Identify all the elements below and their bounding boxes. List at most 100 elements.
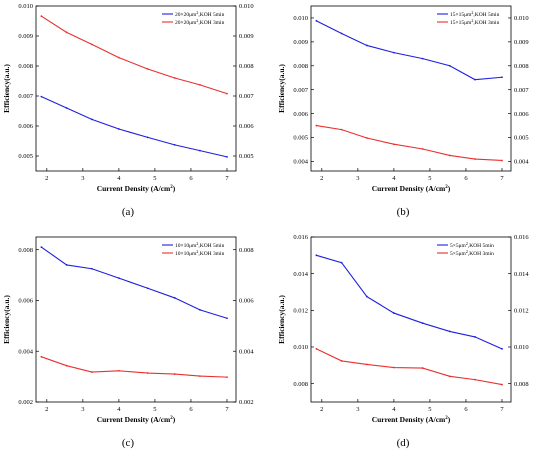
y-tick-label-right: 0.010: [514, 344, 529, 351]
data-point-0: [117, 128, 120, 130]
x-tick-label: 4: [392, 175, 396, 182]
series-line-1: [41, 356, 228, 378]
y-tick-label-left: 0.005: [18, 153, 33, 160]
y-tick-label-right: 0.007: [239, 93, 254, 100]
y-tick-label-left: 0.010: [293, 15, 308, 22]
series-line-0: [316, 254, 503, 350]
y-tick-label-right: 0.006: [239, 123, 254, 130]
x-tick-label: 3: [356, 175, 359, 182]
y-tick-label-left: 0.010: [18, 3, 33, 10]
legend-box: [160, 240, 232, 257]
data-point-1: [117, 56, 120, 59]
x-tick-label: 2: [45, 406, 48, 413]
legend-box: [435, 9, 507, 26]
data-point-1: [173, 77, 176, 79]
y-tick-label-left: 0.012: [293, 308, 308, 315]
panel-caption: (c): [122, 437, 135, 449]
data-point-0: [173, 297, 176, 299]
data-point-0: [501, 347, 503, 350]
chart-panel-a: 2 3 4 5 6 7 0.005 0.005 0.006 0.006 0.007 0.007 0.00…: [0, 0, 275, 231]
y-tick-label-left: 0.004: [293, 159, 308, 166]
x-tick-label: 7: [225, 175, 229, 182]
data-point-0: [501, 76, 503, 79]
y-tick-label-left: 0.007: [293, 87, 308, 94]
x-tick-label: 6: [189, 175, 193, 182]
x-tick-label: 7: [500, 406, 504, 413]
legend-box: [160, 9, 232, 26]
y-tick-label-right: 0.006: [239, 298, 254, 305]
data-point-1: [365, 363, 368, 366]
data-point-1: [40, 355, 43, 358]
y-tick-label-left: 0.016: [293, 234, 308, 241]
y-axis-label: Efficiency(a.u.): [277, 295, 286, 344]
legend-label: 15×15μm2,KOH 3min: [450, 18, 500, 26]
data-point-1: [501, 383, 503, 386]
data-point-0: [421, 57, 424, 60]
y-axis-label: Efficiency(a.u.): [2, 295, 11, 344]
data-point-0: [315, 254, 318, 257]
data-point-1: [448, 154, 451, 157]
chart-svg: 2 3 4 5 6 7 0.008 0.008 0.010 0.010 0.012 0.012 0.01…: [277, 234, 529, 449]
y-tick-label-right: 0.012: [514, 308, 529, 315]
plot-frame: [35, 5, 237, 172]
y-tick-label-left: 0.009: [293, 39, 308, 46]
x-tick-label: 4: [117, 406, 121, 413]
data-point-0: [315, 19, 318, 22]
x-axis-label: Current Density (A/cm2): [372, 415, 451, 424]
data-point-0: [40, 95, 43, 98]
x-tick-label: 2: [320, 406, 323, 413]
data-point-0: [365, 44, 368, 47]
y-tick-label-right: 0.009: [514, 39, 529, 46]
data-point-0: [365, 295, 368, 298]
x-axis-label: Current Density (A/cm2): [97, 184, 176, 193]
legend-label: 5×5μm2,KOH 3min: [450, 249, 494, 257]
y-tick-label-right: 0.004: [514, 159, 529, 166]
x-tick-label: 7: [225, 406, 229, 413]
data-point-1: [199, 375, 201, 378]
y-axis-label: Efficiency(a.u.): [2, 64, 11, 113]
y-tick-label-right: 0.005: [514, 135, 529, 142]
x-axis-label: Current Density (A/cm2): [372, 184, 451, 193]
data-point-0: [226, 317, 228, 320]
y-tick-label-left: 0.006: [18, 298, 33, 305]
data-point-1: [199, 84, 201, 86]
chart-panel-b: 2 3 4 5 6 7 0.004 0.004 0.005 0.005 0.006 0.006 0.00…: [275, 0, 550, 231]
data-point-0: [421, 322, 424, 325]
data-point-0: [474, 78, 476, 81]
data-point-1: [40, 15, 43, 18]
y-tick-label-left: 0.006: [18, 123, 33, 130]
y-tick-label-left: 0.008: [293, 63, 308, 70]
data-point-1: [65, 31, 68, 34]
y-tick-label-left: 0.002: [18, 399, 33, 406]
data-point-0: [117, 277, 120, 280]
data-point-1: [421, 367, 424, 369]
y-axis-label: Efficiency(a.u.): [277, 64, 286, 113]
x-tick-label: 6: [464, 406, 468, 413]
y-tick-label-right: 0.008: [514, 381, 529, 388]
x-tick-label: 5: [153, 175, 156, 182]
data-point-1: [226, 376, 228, 379]
x-axis-label: Current Density (A/cm2): [97, 415, 176, 424]
data-point-1: [421, 148, 424, 150]
chart-panel-d: 2 3 4 5 6 7 0.008 0.008 0.010 0.010 0.012 0.012 0.01…: [275, 231, 550, 462]
y-tick-label-right: 0.008: [239, 247, 254, 254]
series-line-1: [316, 348, 503, 386]
data-point-0: [146, 287, 149, 290]
x-tick-label: 2: [45, 175, 48, 182]
x-tick-label: 3: [81, 406, 84, 413]
data-point-0: [40, 246, 43, 249]
data-point-1: [365, 137, 368, 139]
y-tick-label-right: 0.016: [514, 234, 529, 241]
data-point-1: [173, 373, 176, 375]
x-tick-label: 7: [500, 175, 504, 182]
panel-caption: (a): [122, 206, 135, 218]
y-tick-label-left: 0.006: [293, 111, 308, 118]
data-point-0: [392, 51, 395, 54]
data-point-0: [448, 330, 451, 333]
chart-svg: 2 3 4 5 6 7 0.005 0.005 0.006 0.006 0.007 0.007 0.00…: [2, 3, 254, 218]
x-tick-label: 4: [392, 406, 396, 413]
data-point-1: [474, 378, 476, 381]
data-point-1: [392, 366, 395, 369]
y-tick-label-left: 0.007: [18, 93, 33, 100]
data-point-1: [226, 92, 228, 95]
